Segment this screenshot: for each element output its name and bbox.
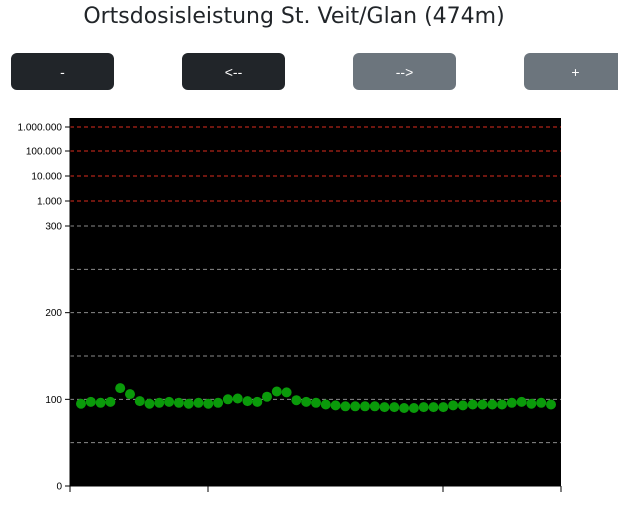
data-point bbox=[193, 397, 204, 408]
data-point bbox=[291, 395, 302, 406]
y-tick-label: 100 bbox=[45, 395, 62, 406]
data-point bbox=[428, 402, 439, 413]
data-point bbox=[183, 398, 194, 409]
plot-area bbox=[70, 118, 561, 486]
dose-rate-chart: 0 100 200 300 1.000 10.000 100.000 1.000.000 bbox=[18, 118, 562, 493]
y-tick-label: 10.000 bbox=[31, 172, 62, 183]
zoom-out-button[interactable]: - bbox=[11, 53, 114, 90]
data-point bbox=[76, 398, 86, 409]
y-tick-label: 1.000.000 bbox=[18, 123, 63, 134]
data-point bbox=[360, 401, 370, 412]
data-point bbox=[115, 383, 126, 394]
data-point bbox=[448, 400, 459, 411]
data-point bbox=[232, 393, 243, 404]
data-point bbox=[154, 397, 165, 408]
data-point bbox=[438, 402, 449, 413]
data-point bbox=[125, 389, 135, 400]
data-point bbox=[399, 403, 410, 413]
data-point bbox=[144, 398, 155, 409]
data-point bbox=[320, 399, 331, 410]
y-tick-label: 1.000 bbox=[37, 197, 62, 208]
y-tick-label: 200 bbox=[45, 308, 62, 319]
data-point bbox=[497, 399, 507, 410]
data-point bbox=[330, 400, 341, 411]
data-point bbox=[134, 396, 145, 407]
data-point bbox=[311, 397, 321, 408]
data-point bbox=[271, 386, 282, 397]
data-point bbox=[408, 403, 419, 413]
data-point bbox=[457, 400, 468, 411]
data-point bbox=[389, 402, 400, 413]
data-point bbox=[252, 396, 263, 407]
page-title: Ortsdosisleistung St. Veit/Glan (474m) bbox=[83, 4, 505, 29]
data-point bbox=[546, 399, 556, 410]
data-point bbox=[301, 396, 312, 407]
data-point bbox=[164, 396, 175, 407]
data-point bbox=[506, 397, 517, 408]
data-point bbox=[536, 397, 547, 408]
data-point bbox=[105, 396, 116, 407]
data-point bbox=[242, 396, 253, 407]
data-point bbox=[379, 402, 390, 413]
data-point bbox=[418, 402, 429, 413]
data-point bbox=[281, 387, 292, 398]
data-point bbox=[487, 399, 498, 410]
data-point bbox=[213, 397, 224, 408]
data-point bbox=[477, 399, 488, 410]
data-point bbox=[467, 399, 478, 410]
data-point bbox=[526, 398, 537, 409]
data-point bbox=[173, 397, 184, 408]
next-button[interactable]: --> bbox=[353, 53, 456, 90]
data-point bbox=[350, 401, 361, 412]
data-point bbox=[516, 396, 527, 407]
zoom-in-button[interactable]: + bbox=[524, 53, 618, 90]
data-point bbox=[369, 401, 380, 412]
data-point bbox=[85, 396, 96, 407]
data-point bbox=[203, 398, 214, 409]
previous-button[interactable]: <-- bbox=[182, 53, 285, 90]
data-point bbox=[340, 401, 351, 412]
data-point bbox=[95, 397, 106, 408]
y-tick-label: 100.000 bbox=[26, 147, 63, 158]
data-point bbox=[222, 394, 233, 405]
y-tick-label: 0 bbox=[56, 482, 62, 493]
y-tick-label: 300 bbox=[45, 222, 62, 233]
data-point bbox=[262, 391, 272, 402]
